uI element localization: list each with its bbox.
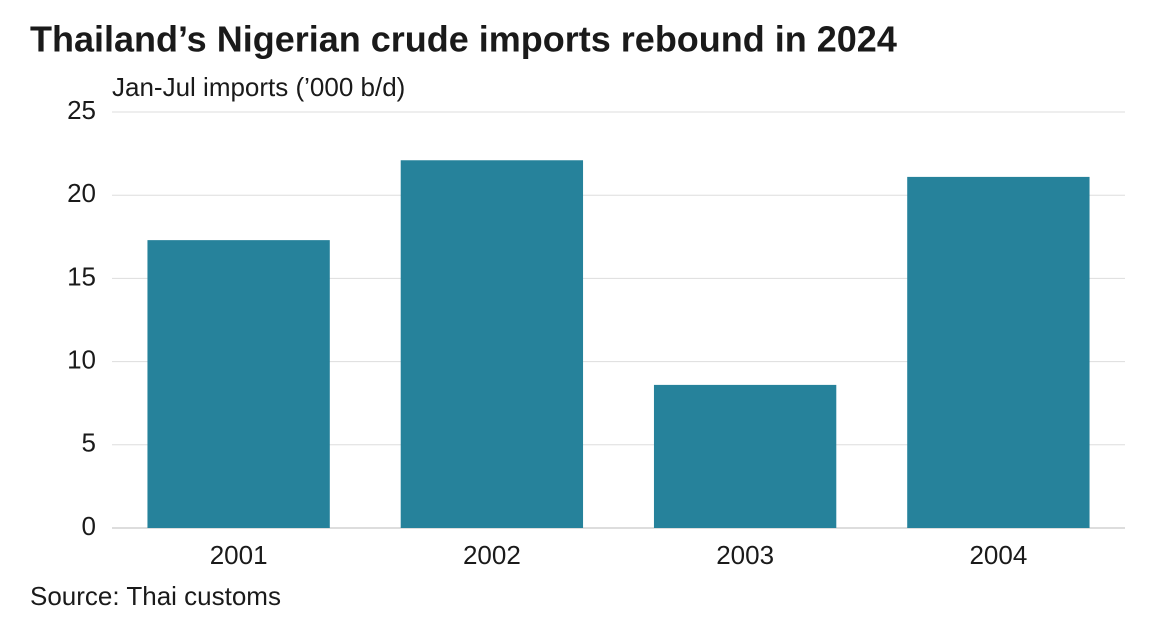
y-tick-label: 15	[67, 261, 96, 291]
bar	[907, 176, 1090, 528]
y-tick-label: 5	[82, 428, 96, 458]
y-tick-label: 25	[67, 95, 96, 125]
chart-title: Thailand’s Nigerian crude imports reboun…	[30, 19, 897, 60]
x-tick-label: 2004	[969, 540, 1027, 570]
x-tick-label: 2001	[210, 540, 268, 570]
bar	[653, 384, 837, 528]
bar	[147, 240, 330, 529]
y-tick-label: 10	[67, 344, 96, 374]
source-note: Source: Thai customs	[30, 581, 281, 611]
y-tick-label: 0	[82, 511, 96, 541]
x-tick-label: 2002	[463, 540, 521, 570]
x-tick-label: 2003	[716, 540, 774, 570]
y-tick-label: 20	[67, 178, 96, 208]
bar	[400, 160, 584, 529]
chart-subtitle: Jan-Jul imports (’000 b/d)	[112, 72, 405, 102]
